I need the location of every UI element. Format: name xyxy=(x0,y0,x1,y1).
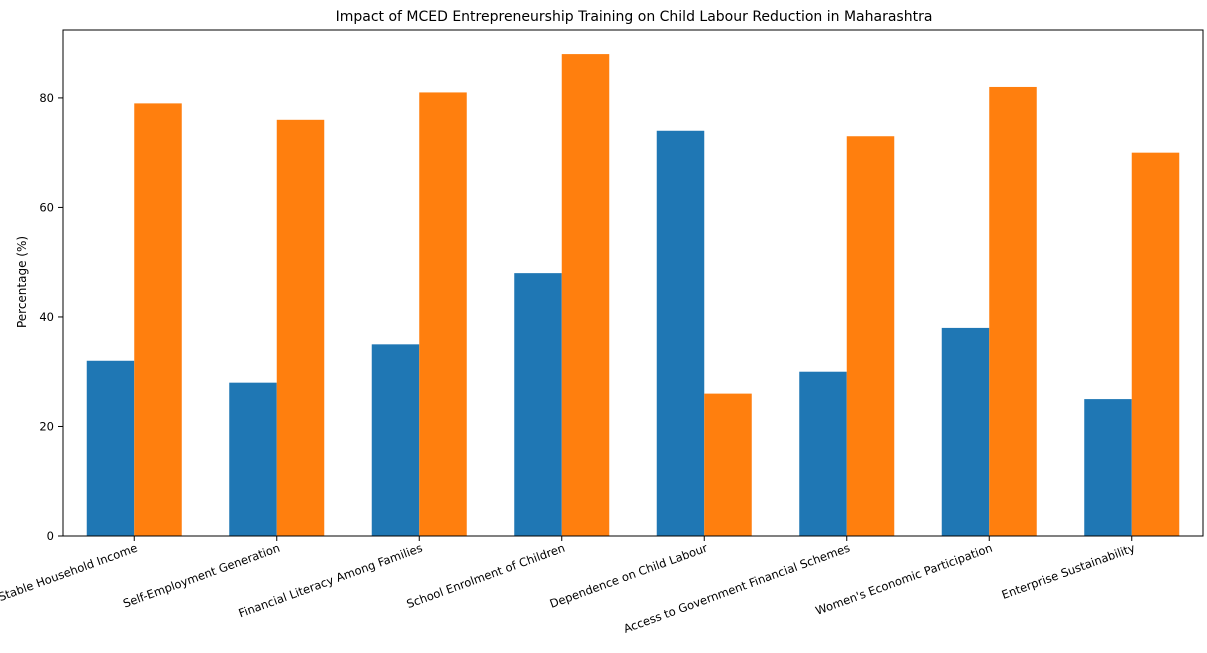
bar-series2-7 xyxy=(989,86,1037,536)
bar-series2-6 xyxy=(846,136,895,536)
bar-series1-1 xyxy=(86,360,135,536)
bar-series2-4 xyxy=(561,54,610,536)
x-tick-label: School Enrolment of Children xyxy=(405,541,567,611)
bar-series1-4 xyxy=(514,273,562,536)
bar-series2-8 xyxy=(1131,152,1180,536)
bar-series2-5 xyxy=(704,393,752,536)
bar-series2-3 xyxy=(419,92,467,536)
y-tick-label: 40 xyxy=(39,310,54,324)
x-tick-label: Stable Household Income xyxy=(0,541,139,604)
bar-series1-8 xyxy=(1084,399,1132,536)
plot-frame xyxy=(62,29,1204,537)
bar-series1-3 xyxy=(371,344,420,536)
bar-series1-2 xyxy=(229,382,277,536)
x-tick-label: Enterprise Sustainability xyxy=(1000,541,1137,602)
bar-series1-5 xyxy=(656,130,705,536)
bar-series1-6 xyxy=(799,371,847,536)
y-tick-label: 80 xyxy=(39,91,54,105)
y-tick-label: 20 xyxy=(39,419,54,433)
y-tick-label: 60 xyxy=(39,200,54,214)
bar-series2-2 xyxy=(276,119,325,537)
bar-series2-1 xyxy=(134,103,182,536)
chart-title: Impact of MCED Entrepreneurship Training… xyxy=(336,9,933,25)
bars-layer xyxy=(86,54,1180,537)
y-tick-label: 0 xyxy=(47,529,54,543)
y-axis-label: Percentage (%) xyxy=(15,236,29,328)
x-tick-label: Access to Government Financial Schemes xyxy=(622,541,852,636)
bar-series1-7 xyxy=(941,327,990,536)
